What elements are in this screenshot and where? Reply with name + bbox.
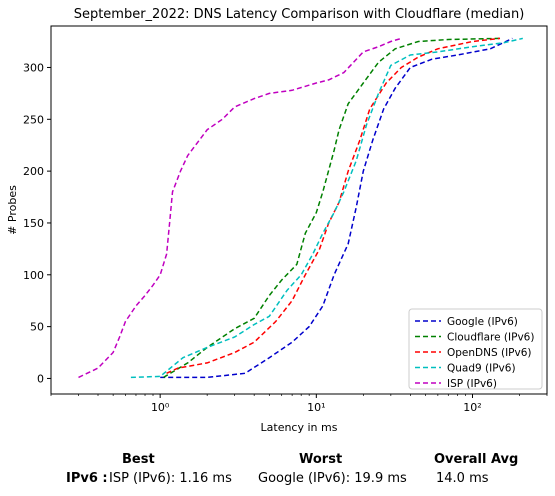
y-tick-label: 100 <box>23 269 44 282</box>
y-axis-label: # Probes <box>6 185 19 235</box>
x-axis-ticks: 10⁰ 10¹ 10² <box>50 394 548 414</box>
y-tick-label: 200 <box>23 165 44 178</box>
summary-overall-value: 14.0 ms <box>436 471 489 486</box>
summary-header-overall: Overall Avg <box>434 452 519 467</box>
summary-header-best: Best <box>122 452 155 467</box>
legend-label: Google (IPv6) <box>447 316 518 328</box>
series-line-4 <box>78 37 402 379</box>
y-tick-label: 150 <box>23 217 44 230</box>
plot-frame <box>50 25 548 395</box>
latency-chart: September_2022: DNS Latency Comparison w… <box>6 7 548 434</box>
series-line-2 <box>166 37 501 374</box>
x-axis-label: Latency in ms <box>261 421 338 434</box>
x-tick-label: 10⁰ <box>151 401 170 414</box>
y-tick-label: 50 <box>30 321 44 334</box>
series-line-3 <box>130 37 523 379</box>
series-line-0 <box>160 37 513 379</box>
legend: Google (IPv6) Cloudflare (IPv6) OpenDNS (I… <box>408 308 543 390</box>
legend-label: ISP (IPv6) <box>447 378 497 390</box>
summary-header-worst: Worst <box>299 452 343 467</box>
legend-label: OpenDNS (IPv6) <box>447 347 532 359</box>
x-tick-label: 10² <box>463 401 481 414</box>
legend-box <box>408 308 543 390</box>
chart-title: September_2022: DNS Latency Comparison w… <box>74 7 525 22</box>
y-tick-label: 250 <box>23 113 44 126</box>
y-axis-ticks: 0 50 100 150 200 250 300 <box>23 61 51 385</box>
summary-row-label: IPv6 : <box>66 471 108 486</box>
summary-best-value: ISP (IPv6): 1.16 ms <box>109 471 232 486</box>
x-tick-label: 10¹ <box>307 401 325 414</box>
legend-label: Cloudflare (IPv6) <box>447 332 534 344</box>
y-tick-label: 0 <box>37 372 44 385</box>
summary-worst-value: Google (IPv6): 19.9 ms <box>258 471 407 486</box>
series-line-1 <box>163 37 501 379</box>
y-tick-label: 300 <box>23 61 44 74</box>
series-layer <box>78 37 523 379</box>
legend-label: Quad9 (IPv6) <box>447 363 516 375</box>
